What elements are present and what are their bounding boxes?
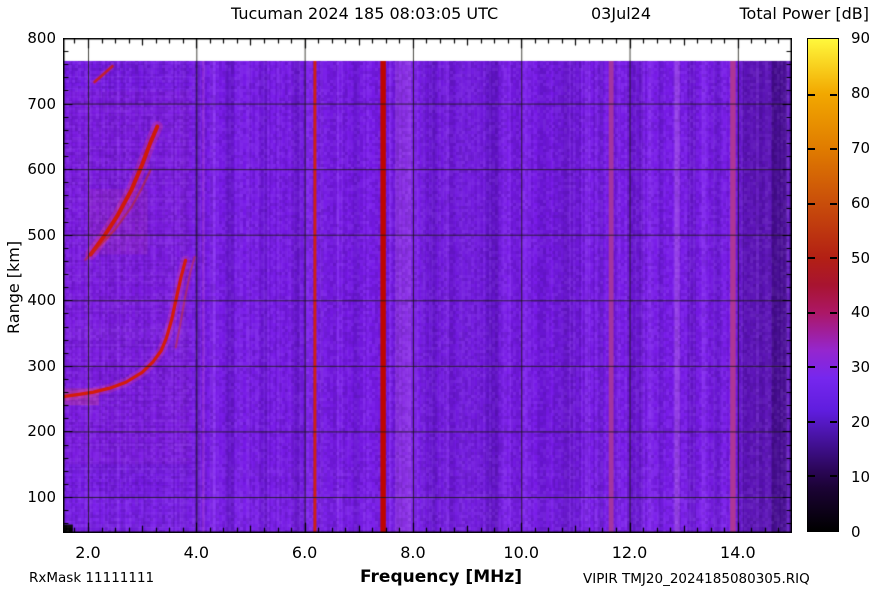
colorbar-tick — [808, 257, 815, 260]
colorbar-tick — [830, 420, 837, 423]
ionogram-heatmap-canvas — [63, 38, 792, 533]
x-tick-label: 2.0 — [75, 543, 101, 562]
x-axis-tick-labels: 2.0 4.0 6.0 8.0 10.0 12.0 14.0 — [63, 544, 792, 564]
y-tick-label: 400 — [27, 291, 56, 310]
rxmask-status: RxMask 11111111 — [29, 570, 155, 586]
x-tick-label: 12.0 — [611, 543, 648, 562]
colorbar-tick — [808, 475, 815, 478]
x-tick-label: 4.0 — [183, 543, 210, 562]
plot-title: Tucuman 2024 185 08:03:05 UTC — [231, 4, 499, 23]
y-axis-title: Range [km] — [4, 240, 23, 334]
y-tick-label: 300 — [27, 356, 56, 375]
colorbar-tick — [830, 475, 837, 478]
x-tick-label: 8.0 — [400, 543, 426, 562]
colorbar-tick — [830, 257, 837, 260]
colorbar-tick-label: 90 — [851, 29, 871, 47]
colorbar-tick-label: 70 — [851, 138, 871, 157]
x-tick-label: 14.0 — [720, 543, 756, 562]
colorbar-tick — [830, 366, 837, 369]
y-tick-label: 100 — [27, 488, 56, 506]
colorbar-tick — [808, 202, 815, 205]
colorbar-tick-label: 50 — [851, 248, 871, 267]
y-tick-label: 500 — [27, 225, 56, 244]
y-tick-label: 200 — [27, 422, 56, 441]
colorbar-tick-label: 30 — [851, 358, 871, 377]
y-axis-tick-labels: 800 700 600 500 400 300 200 100 — [0, 29, 56, 533]
colorbar-tick-labels: 90 80 70 60 50 40 30 20 10 0 — [851, 29, 874, 541]
colorbar-gradient — [807, 38, 839, 532]
colorbar-tick — [808, 420, 815, 423]
colorbar-tick — [830, 311, 837, 314]
colorbar-tick — [830, 93, 837, 96]
colorbar-tick — [808, 148, 815, 151]
colorbar-title: Total Power [dB] — [739, 4, 869, 23]
colorbar-tick-label: 40 — [851, 303, 871, 322]
plot-date: 03Jul24 — [591, 4, 652, 23]
colorbar-tick-label: 0 — [851, 523, 861, 541]
colorbar-tick-label: 20 — [851, 413, 871, 432]
x-axis-title: Frequency [MHz] — [360, 567, 522, 587]
colorbar-tick-label: 80 — [851, 83, 871, 102]
data-file-name: VIPIR TMJ20_2024185080305.RIQ — [583, 571, 810, 587]
colorbar-tick — [808, 93, 815, 96]
x-tick-label: 10.0 — [503, 543, 540, 562]
x-tick-label: 6.0 — [291, 543, 318, 562]
colorbar-tick-label: 10 — [851, 468, 871, 487]
colorbar-tick — [808, 311, 815, 314]
y-tick-label: 800 — [27, 29, 56, 47]
colorbar-tick — [830, 202, 837, 205]
colorbar-tick — [830, 148, 837, 151]
colorbar-tick-label: 60 — [851, 193, 871, 212]
y-tick-label: 700 — [27, 94, 56, 113]
y-tick-label: 600 — [27, 160, 56, 179]
colorbar-tick — [808, 366, 815, 369]
